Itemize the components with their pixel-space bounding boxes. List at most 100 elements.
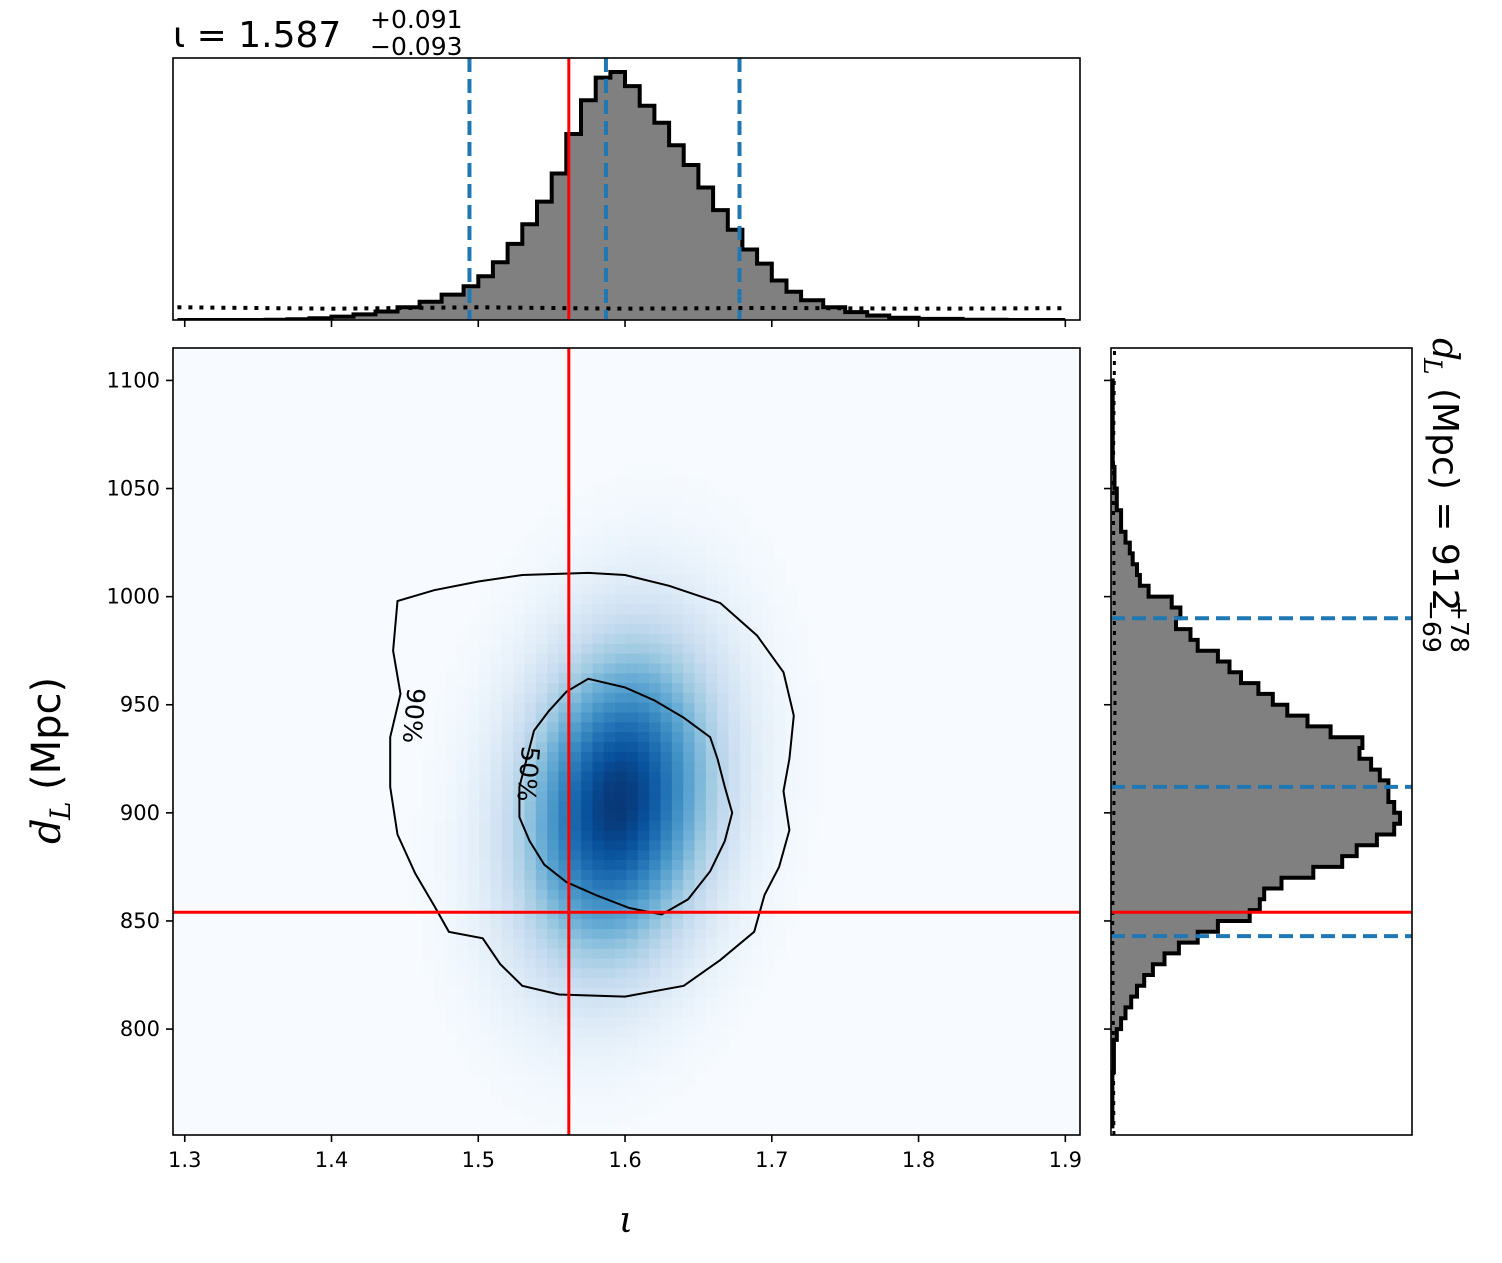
density-cell [479, 672, 492, 684]
density-cell [581, 593, 594, 605]
density-cell [637, 672, 650, 684]
density-cell [637, 682, 650, 693]
y-tick-label: 1100 [107, 368, 160, 392]
density-cell [615, 977, 628, 989]
density-cell [762, 613, 775, 625]
density-cell [637, 711, 650, 723]
density-cell [445, 928, 458, 939]
density-cell [558, 987, 571, 998]
density-cell [751, 593, 764, 605]
density-cell [807, 780, 820, 792]
density-cell [705, 1056, 718, 1067]
y-tick-label: 900 [120, 801, 160, 825]
density-cell [490, 938, 503, 949]
density-cell [751, 889, 764, 900]
density-cell [501, 1056, 514, 1067]
density-cell [569, 1115, 582, 1126]
density-cell [581, 820, 594, 831]
density-cell [501, 771, 514, 782]
density-cell [592, 702, 605, 713]
density-cell [422, 771, 435, 782]
density-cell [547, 1085, 560, 1097]
density-cell [683, 1036, 696, 1048]
density-cell [490, 721, 503, 733]
density-cell [569, 1026, 582, 1038]
density-cell [592, 525, 605, 536]
density-cell [603, 584, 616, 595]
x-summary-plus: +0.091 [370, 5, 463, 34]
density-cell [603, 711, 616, 723]
density-cell [705, 643, 718, 654]
density-cell [592, 495, 605, 506]
density-cell [490, 869, 503, 880]
density-cell [694, 682, 707, 693]
density-cell [581, 849, 594, 861]
density-cell [592, 633, 605, 644]
density-cell [615, 869, 628, 880]
density-cell [637, 849, 650, 861]
density-cell [456, 761, 469, 772]
density-cell [524, 859, 537, 870]
density-cell [501, 948, 514, 959]
density-cell [762, 672, 775, 684]
density-cell [592, 643, 605, 654]
density-cell [671, 820, 684, 831]
density-cell [694, 475, 707, 487]
density-cell [807, 800, 820, 811]
density-cell [671, 515, 684, 526]
density-cell [603, 977, 616, 989]
density-cell [705, 1046, 718, 1057]
density-cell [501, 1046, 514, 1057]
density-cell [445, 780, 458, 792]
density-cell [728, 869, 741, 880]
density-cell [535, 1095, 548, 1107]
density-cell [637, 652, 650, 664]
density-cell [547, 613, 560, 625]
density-cell [603, 780, 616, 792]
density-cell [649, 711, 662, 723]
density-cell [603, 839, 616, 851]
density-cell [581, 987, 594, 998]
density-cell [592, 918, 605, 930]
density-cell [581, 1007, 594, 1018]
density-cell [501, 761, 514, 772]
density-cell [581, 534, 594, 546]
density-cell [626, 1007, 639, 1018]
density-cell [649, 1066, 662, 1077]
density-cell [524, 820, 537, 831]
density-cell [569, 997, 582, 1008]
density-cell [592, 928, 605, 939]
density-cell [615, 1066, 628, 1077]
density-cell [603, 554, 616, 566]
density-cell [581, 1085, 594, 1097]
density-cell [535, 908, 548, 920]
density-cell [683, 593, 696, 605]
density-cell [547, 948, 560, 959]
density-cell [671, 800, 684, 811]
density-cell [581, 1046, 594, 1057]
density-cell [513, 1056, 526, 1067]
density-cell [501, 928, 514, 939]
density-cell [513, 771, 526, 782]
density-cell [524, 721, 537, 733]
density-cell [524, 830, 537, 841]
density-cell [626, 790, 639, 802]
density-cell [637, 564, 650, 575]
density-cell [671, 731, 684, 743]
density-cell [569, 1046, 582, 1057]
density-cell [558, 1046, 571, 1057]
density-cell [456, 948, 469, 959]
density-cell [615, 1056, 628, 1067]
density-cell [456, 800, 469, 811]
density-cell [728, 918, 741, 930]
density-cell [592, 564, 605, 575]
density-cell [490, 839, 503, 851]
density-cell [603, 702, 616, 713]
density-cell [535, 564, 548, 575]
density-cell [739, 859, 752, 870]
density-cell [524, 957, 537, 969]
density-cell [603, 741, 616, 752]
density-cell [649, 721, 662, 733]
density-cell [739, 741, 752, 752]
density-cell [569, 957, 582, 969]
